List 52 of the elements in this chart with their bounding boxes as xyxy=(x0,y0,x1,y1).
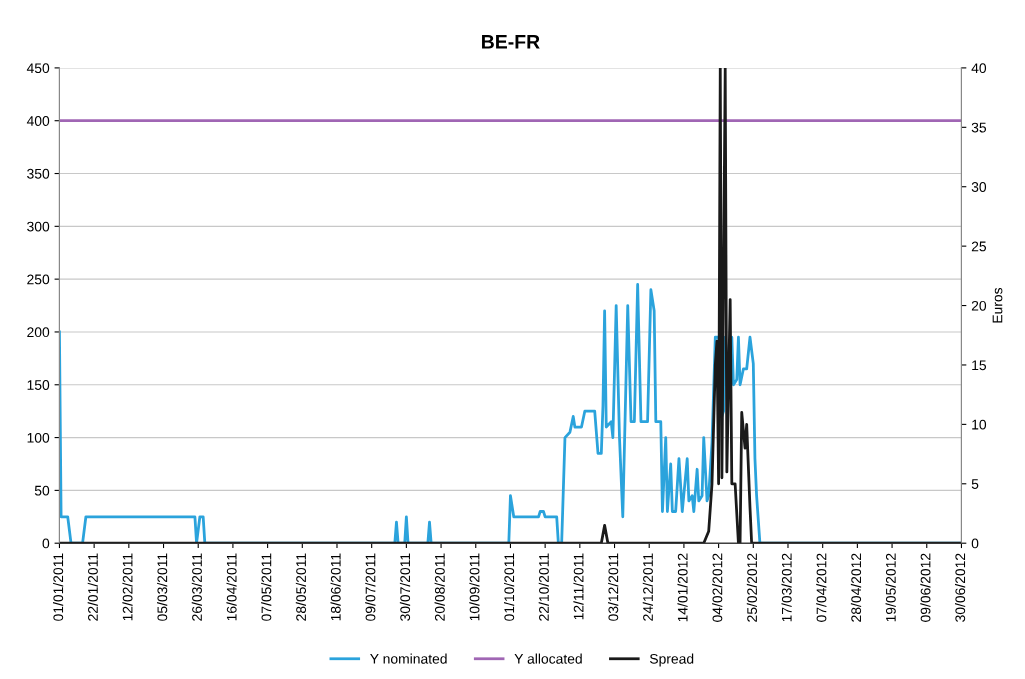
y-tick-label: 300 xyxy=(27,221,50,232)
x-tick-label: 19/05/2012 xyxy=(885,553,896,622)
x-tick-label: 28/04/2012 xyxy=(850,553,862,622)
y2-tick-label: 0 xyxy=(971,538,979,549)
y2-tick-label: 5 xyxy=(971,479,979,489)
y-tick-label: 350 xyxy=(27,168,50,179)
x-tick-label: 09/06/2012 xyxy=(920,553,931,622)
y2-tick-label: 10 xyxy=(972,419,987,430)
y-tick-label: 450 xyxy=(26,63,50,74)
legend-label: Y allocated xyxy=(514,653,582,664)
line-series xyxy=(59,67,962,544)
x-tick-label: 01/10/2011 xyxy=(503,553,515,621)
y2-tick-label: 30 xyxy=(971,182,987,192)
y2-tick-label: 15 xyxy=(972,360,987,371)
x-tick-label: 10/09/2011 xyxy=(469,553,480,621)
x-tick-label: 25/02/2012 xyxy=(746,553,758,622)
x-tick-label: 04/02/2012 xyxy=(712,553,723,622)
x-tick-label: 22/10/2011 xyxy=(538,553,549,621)
legend-label: Spread xyxy=(649,653,694,667)
y-tick-label: 400 xyxy=(26,116,50,126)
y-tick-label: 100 xyxy=(27,432,50,443)
x-tick-label: 05/03/2011 xyxy=(157,553,168,621)
x-tick-label: 14/01/2012 xyxy=(677,553,688,622)
x-tick-label: 12/11/2011 xyxy=(573,553,584,620)
y2-axis-title: Euros xyxy=(992,287,1003,323)
chart-title: BE-FR xyxy=(482,35,540,49)
x-tick-label: 07/04/2012 xyxy=(816,553,827,622)
x-tick-label: 07/05/2011 xyxy=(261,553,272,621)
y2-tick-label: 20 xyxy=(971,300,987,311)
y2-tick-label: 35 xyxy=(971,122,987,133)
y-tick-label: 250 xyxy=(27,274,50,285)
x-tick-label: 30/07/2011 xyxy=(399,553,411,621)
y2-tick-label: 25 xyxy=(971,241,987,252)
x-tick-label: 16/04/2011 xyxy=(226,553,237,621)
y-tick-label: 0 xyxy=(42,538,50,549)
y2-tick-label: 40 xyxy=(971,63,987,74)
x-tick-label: 17/03/2012 xyxy=(781,553,792,622)
x-tick-label: 18/06/2011 xyxy=(330,553,341,621)
x-tick-label: 24/12/2011 xyxy=(642,553,653,621)
x-tick-label: 28/05/2011 xyxy=(295,553,307,621)
y-tick-label: 50 xyxy=(34,485,50,496)
legend-label: Y nominated xyxy=(370,653,447,664)
x-tick-label: 12/02/2011 xyxy=(122,553,133,621)
x-tick-label: 26/03/2011 xyxy=(191,553,202,621)
x-tick-label: 30/06/2012 xyxy=(954,553,966,622)
x-tick-label: 03/12/2011 xyxy=(608,553,619,621)
x-tick-label: 22/01/2011 xyxy=(87,553,98,621)
x-tick-label: 20/08/2011 xyxy=(434,553,445,621)
y-tick-label: 150 xyxy=(27,380,50,390)
y-tick-label: 200 xyxy=(27,327,50,338)
x-tick-label: 01/01/2011 xyxy=(52,553,64,621)
x-tick-label: 09/07/2011 xyxy=(365,553,376,621)
